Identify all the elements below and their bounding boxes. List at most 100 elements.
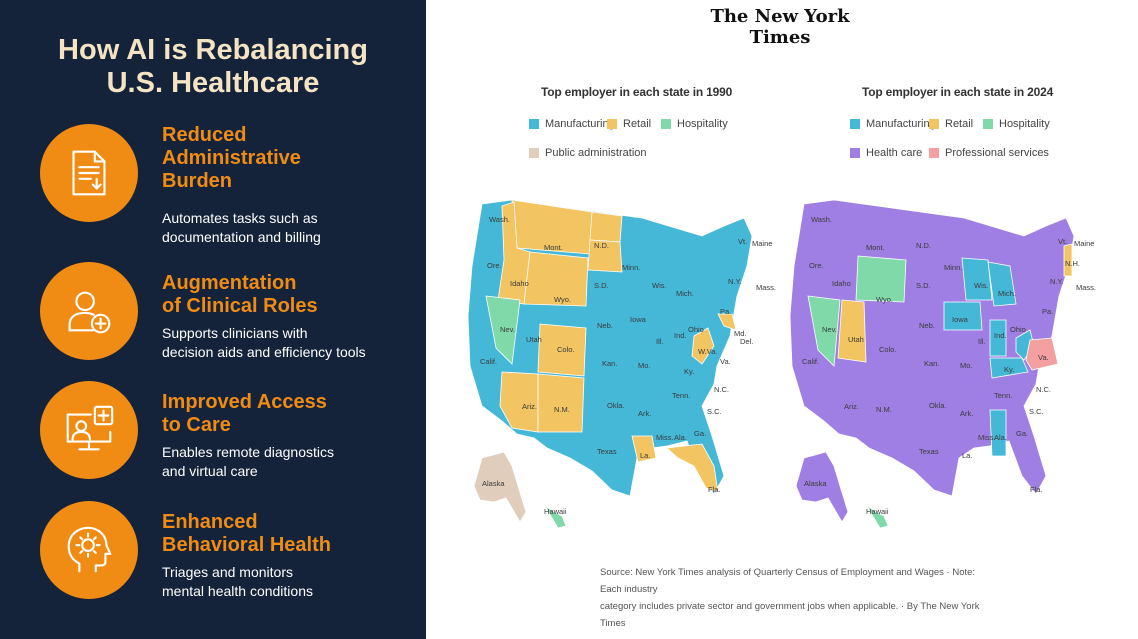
- document-icon: [40, 124, 138, 222]
- state-label: Ohio: [1010, 325, 1026, 334]
- state-label: Mich.: [998, 289, 1016, 298]
- feature-desc-line: decision aids and efficiency tools: [162, 344, 366, 360]
- head-brain-icon: [40, 501, 138, 599]
- source-note: Source: New York Times analysis of Quart…: [600, 564, 980, 632]
- feature-title-line: Burden: [162, 170, 232, 192]
- state-label: Ind.: [994, 331, 1007, 340]
- legend-swatch: [529, 148, 539, 158]
- state-label: Alaska: [804, 479, 827, 488]
- map-2024: Wash. Ore. Calif. Nev. Idaho Mont. Wyo. …: [784, 196, 1104, 541]
- state-label: La.: [640, 451, 650, 460]
- feature-title: Reduced Administrative Burden: [162, 124, 420, 193]
- legend-label: Manufacturing: [866, 118, 936, 130]
- state-label: Pa.: [1042, 307, 1053, 316]
- state-wyo: [855, 255, 907, 303]
- state-label: N.D.: [916, 241, 931, 250]
- legend-2024-professional-services: Professional services: [929, 147, 1049, 159]
- state-label: Wis.: [974, 281, 989, 290]
- map-1990: Wash. Ore. Calif. Nev. Idaho Mont. Wyo. …: [462, 196, 782, 541]
- legend-label: Retail: [623, 118, 652, 130]
- state-nh: [1063, 243, 1073, 277]
- feature-description: Triages and monitors mental health condi…: [162, 563, 420, 601]
- state-label: N.C.: [1036, 385, 1051, 394]
- state-label: Del.: [740, 337, 753, 346]
- feature-description: Supports clinicians with decision aids a…: [162, 324, 420, 362]
- legend-swatch: [529, 119, 539, 129]
- feature-title: Enhanced Behavioral Health: [162, 511, 420, 557]
- state-label: Md.: [734, 329, 747, 338]
- state-label: Va.: [720, 357, 731, 366]
- state-label: Colo.: [557, 345, 575, 354]
- state-label: Minn.: [944, 263, 962, 272]
- state-label: Miss.: [656, 433, 674, 442]
- state-label: Idaho: [510, 279, 529, 288]
- feature-desc-line: Automates tasks such as: [162, 210, 318, 226]
- state-label: Ala.: [994, 433, 1007, 442]
- state-label: Nev.: [500, 325, 515, 334]
- state-label: N.M.: [876, 405, 892, 414]
- legend-1990-manufacturing: Manufacturing: [529, 118, 615, 130]
- state-wyo: [523, 251, 589, 307]
- legend-1990-retail: Retail: [607, 118, 651, 130]
- state-label: Va.: [1038, 353, 1049, 362]
- state-label: N.Y.: [728, 277, 742, 286]
- legend-label: Public administration: [545, 147, 647, 159]
- feature-title-line: Behavioral Health: [162, 534, 331, 556]
- state-label: Mo.: [638, 361, 651, 370]
- left-panel: How AI is Rebalancing U.S. Healthcare Re…: [0, 0, 426, 639]
- source-line-2: category includes private sector and gov…: [600, 601, 980, 629]
- state-label: Texas: [597, 447, 617, 456]
- state-fla: [666, 443, 719, 493]
- state-label: Miss.: [978, 433, 996, 442]
- feature-title-line: Reduced: [162, 124, 247, 146]
- state-label: La.: [962, 451, 972, 460]
- state-label: Okla.: [929, 401, 947, 410]
- state-label: N.Y.: [1050, 277, 1064, 286]
- feature-behavioral-health: Enhanced Behavioral Health Triages and m…: [40, 501, 420, 601]
- state-label: Pa.: [720, 307, 731, 316]
- state-label: S.D.: [916, 281, 931, 290]
- title-line-2: U.S. Healthcare: [106, 67, 320, 99]
- map-1990-title: Top employer in each state in 1990: [541, 85, 733, 99]
- feature-title-line: Administrative: [162, 147, 301, 169]
- state-label: Hawaii: [866, 507, 889, 516]
- state-la: [631, 435, 657, 463]
- state-label: Tenn.: [672, 391, 690, 400]
- state-label: Ark.: [638, 409, 651, 418]
- state-label: Kan.: [924, 359, 939, 368]
- legend-1990-hospitality: Hospitality: [661, 118, 728, 130]
- state-label: S.C.: [707, 407, 722, 416]
- feature-reduced-admin-burden: Reduced Administrative Burden Automates …: [40, 124, 420, 245]
- state-label: Ind.: [674, 331, 687, 340]
- state-label: Ariz.: [844, 402, 859, 411]
- map-1990-labels: Wash. Ore. Calif. Nev. Idaho Mont. Wyo. …: [480, 215, 776, 516]
- legend-1990-public-admin: Public administration: [529, 147, 647, 159]
- feature-title-line: to Care: [162, 414, 231, 436]
- feature-title-line: Enhanced: [162, 511, 258, 533]
- state-label: Utah: [848, 335, 864, 344]
- legend-label: Health care: [866, 147, 923, 159]
- state-label: Ill.: [978, 337, 986, 346]
- state-label: Minn.: [622, 263, 640, 272]
- state-label: Colo.: [879, 345, 897, 354]
- legend-2024-retail: Retail: [929, 118, 973, 130]
- state-wis: [961, 257, 993, 301]
- feature-desc-line: Supports clinicians with: [162, 325, 308, 341]
- state-label: Fla.: [708, 485, 721, 494]
- state-label: Wis.: [652, 281, 667, 290]
- state-label: Maine: [752, 239, 772, 248]
- state-label: Hawaii: [544, 507, 567, 516]
- map-2024-title: Top employer in each state in 2024: [862, 85, 1054, 99]
- feature-desc-line: mental health conditions: [162, 583, 313, 599]
- map-2024-svg: Wash. Ore. Calif. Nev. Idaho Mont. Wyo. …: [789, 199, 1096, 529]
- feature-desc-line: Enables remote diagnostics: [162, 444, 334, 460]
- state-label: Calif.: [802, 357, 819, 366]
- legend-swatch: [929, 148, 939, 158]
- state-label: Ala.: [674, 433, 687, 442]
- state-label: Maine: [1074, 239, 1094, 248]
- legend-swatch: [850, 148, 860, 158]
- state-label: Neb.: [919, 321, 935, 330]
- feature-desc-line: Triages and monitors: [162, 564, 293, 580]
- feature-title: Improved Access to Care: [162, 391, 420, 437]
- state-label: Kan.: [602, 359, 617, 368]
